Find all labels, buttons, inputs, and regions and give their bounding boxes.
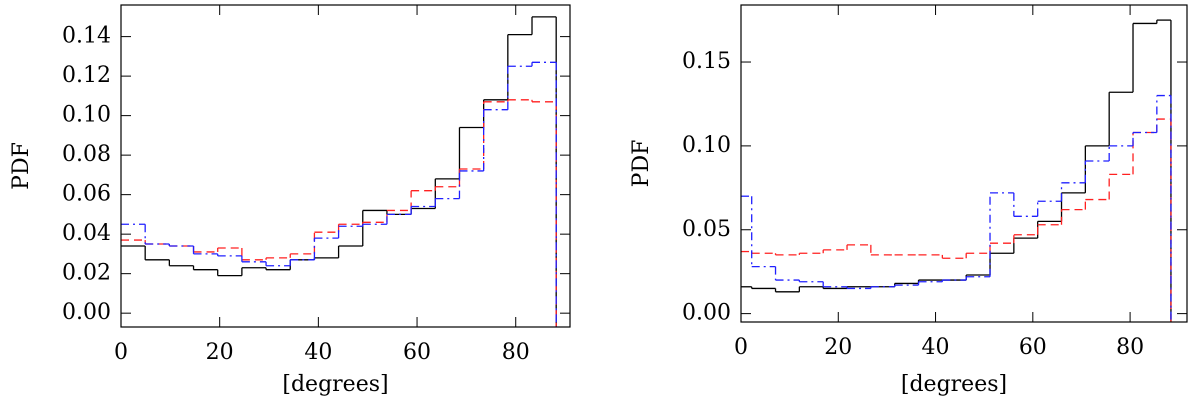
y-tick-label: 0.02 xyxy=(62,261,111,286)
y-tick-label: 0.00 xyxy=(62,300,111,325)
x-tick-label: 20 xyxy=(206,340,234,365)
x-tick-label: 80 xyxy=(1116,335,1144,360)
x-tick-label: 80 xyxy=(502,340,530,365)
x-tick-label: 60 xyxy=(403,340,431,365)
x-tick-label: 40 xyxy=(922,335,950,360)
y-tick-label: 0.12 xyxy=(62,63,111,88)
y-tick-label: 0.06 xyxy=(62,182,111,207)
x-axis-label: [degrees] xyxy=(901,372,1007,397)
y-tick-label: 0.05 xyxy=(682,217,731,242)
x-tick-label: 40 xyxy=(304,340,332,365)
y-tick-label: 0.14 xyxy=(62,24,111,49)
y-tick-label: 0.10 xyxy=(682,133,731,158)
x-tick-label: 60 xyxy=(1019,335,1047,360)
x-axis-label: [degrees] xyxy=(282,372,388,397)
y-tick-label: 0.10 xyxy=(62,103,111,128)
y-tick-label: 0.15 xyxy=(682,49,731,74)
y-axis-label: PDF xyxy=(9,142,34,190)
x-tick-label: 20 xyxy=(824,335,852,360)
x-tick-label: 0 xyxy=(114,340,128,365)
plot-frame xyxy=(120,4,571,328)
y-tick-label: 0.00 xyxy=(682,301,731,326)
y-axis-label: PDF xyxy=(629,140,654,188)
plot-frame xyxy=(740,4,1188,323)
y-tick-label: 0.04 xyxy=(62,221,111,246)
y-tick-label: 0.08 xyxy=(62,142,111,167)
x-tick-label: 0 xyxy=(734,335,748,360)
